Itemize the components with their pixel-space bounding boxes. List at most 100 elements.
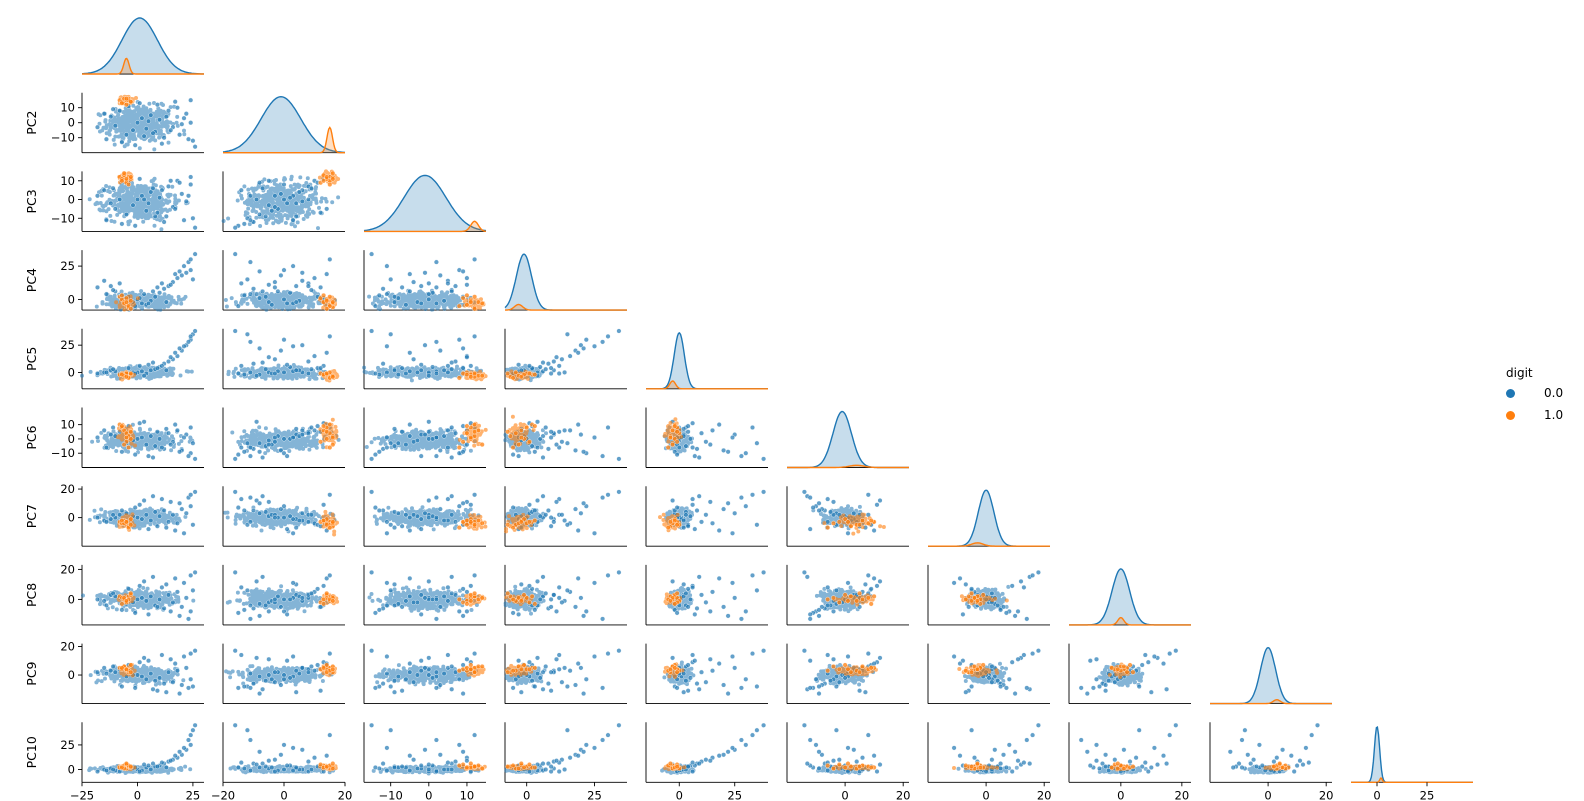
point-class0-35 [581,501,586,506]
point-class0-17 [732,666,737,671]
point-class1-3 [465,431,470,436]
point-class0-39 [761,490,766,495]
point-class0-18 [188,743,193,748]
point-class1-9 [533,372,538,377]
point-class0-19 [388,441,393,446]
point-class0-14 [560,600,565,605]
point-class0-35 [1013,614,1018,619]
point-class1-11 [124,177,129,182]
point-class0-13 [453,520,458,525]
point-class0-27 [142,498,147,503]
point-class0-38 [328,334,333,339]
point-class0-15 [860,755,865,760]
point-class0-12 [695,681,700,686]
point-class0-28 [419,527,424,532]
point-class1-4 [849,594,854,599]
point-class0-18 [188,609,193,614]
point-class0-25 [133,224,138,229]
point-class0-26 [875,503,880,508]
point-class0-22 [990,664,995,669]
point-class0-35 [817,691,822,696]
point-class1-10 [505,371,510,376]
point-class0-12 [162,681,167,686]
point-class1-7 [480,301,485,306]
point-class1-8 [457,376,462,381]
point-class0-20 [434,515,439,520]
point-class0-38 [328,493,333,498]
panel-PC8-vs-PC8 [1069,569,1191,625]
point-class0-20 [549,597,554,602]
point-class0-35 [461,346,466,351]
panel-PC8-vs-PC3 [364,565,486,625]
point-class0-0 [557,430,562,435]
point-class0-30 [318,210,323,215]
point-class0-20 [549,371,554,376]
point-class0-4 [124,132,129,137]
point-class0-18 [744,743,749,748]
point-class0-28 [1295,763,1300,768]
point-class0-11 [288,291,293,296]
point-class0-39 [193,252,198,257]
point-class0-13 [306,670,311,675]
kde-line-class0 [646,333,768,389]
point-class1-11 [519,761,524,766]
point-class0-4 [396,674,401,679]
point-class0-9 [297,518,302,523]
point-class0-29 [151,761,156,766]
point-class0-16 [180,192,185,197]
point-class1-7 [331,171,336,176]
point-class0-27 [1301,762,1306,767]
xtick-label-PC7-0: 0 [982,788,989,801]
point-class0-20 [95,285,100,290]
point-class0-28 [285,454,290,459]
point-class1-8 [511,668,516,673]
xtick-label-PC6-20: 20 [896,788,911,801]
point-class0-34 [576,422,581,427]
point-class0-4 [257,441,262,446]
point-class0-37 [248,194,253,199]
point-class0-1 [109,517,114,522]
point-class0-4 [257,602,262,607]
point-class0-16 [573,448,578,453]
point-class0-19 [191,216,196,221]
point-class0-13 [1128,759,1133,764]
point-class0-17 [852,511,857,516]
ytick-label-PC6--10: −10 [51,446,75,460]
point-class0-15 [568,755,573,760]
point-class0-0 [557,667,562,672]
point-class0-32 [392,765,397,770]
point-class0-11 [288,514,293,519]
point-class0-32 [164,582,169,587]
point-class0-24 [969,587,974,592]
point-class0-0 [117,281,122,286]
point-class0-35 [1085,750,1090,755]
point-class0-21 [104,445,109,450]
point-class0-27 [254,656,259,661]
point-class0-35 [581,691,586,696]
point-class0-38 [188,98,193,103]
point-class0-17 [300,511,305,516]
point-class1-9 [533,765,538,770]
point-class0-39 [193,490,198,495]
legend-label-1: 1.0 [1544,408,1563,422]
xtick-label-PC2-0: 0 [280,788,287,801]
point-class0-30 [1103,688,1108,693]
point-class1-8 [126,445,131,450]
point-class0-13 [699,593,704,598]
point-class0-14 [560,513,565,518]
point-class0-38 [606,493,611,498]
point-class0-7 [140,301,145,306]
point-class0-31 [1022,653,1027,658]
point-class1-5 [522,663,527,668]
point-class0-25 [373,371,378,376]
point-class1-10 [675,764,680,769]
point-class1-11 [124,300,129,305]
point-class0-39 [617,648,622,653]
point-class0-18 [457,743,462,748]
point-class0-31 [690,445,695,450]
point-class0-7 [140,517,145,522]
point-class0-21 [677,445,682,450]
point-class0-24 [315,587,320,592]
point-class0-33 [554,657,559,662]
point-class0-22 [309,425,314,430]
